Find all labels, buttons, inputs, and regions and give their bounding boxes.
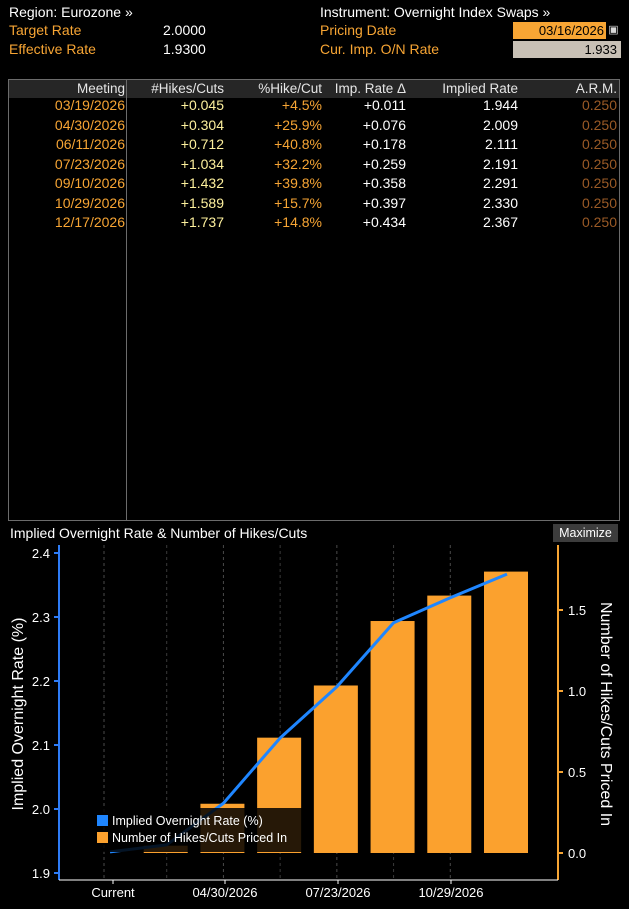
column-header-imp-rate-delta[interactable]: Imp. Rate Δ [334, 81, 406, 96]
calendar-icon[interactable]: ▣ [606, 22, 621, 39]
table-cell-imp-rate-delta: +0.434 [362, 214, 406, 230]
legend-swatch-implied-rate [97, 815, 108, 826]
table-cell-pct-hike-cut: +14.8% [274, 214, 322, 230]
target-rate-value: 2.0000 [163, 22, 206, 38]
table-cell-implied-rate: 1.944 [482, 97, 518, 113]
bar-hikes-cuts [313, 685, 358, 853]
table-cell-pct-hike-cut: +32.2% [274, 155, 322, 172]
right-tick-label: 0.0 [568, 846, 586, 861]
table-cell-implied-rate: 2.291 [482, 175, 518, 191]
left-tick-label: 2.4 [32, 546, 50, 561]
table-cell-arm: 0.250 [581, 194, 617, 211]
table-cell-pct-hike-cut: +40.8% [274, 136, 322, 152]
meeting-date-cell[interactable]: 12/17/2026 [54, 214, 125, 230]
table-cell-hikes-cuts: +1.737 [180, 214, 224, 230]
target-rate-label: Target Rate [9, 22, 82, 38]
x-tick-label: 04/30/2026 [192, 885, 257, 900]
x-tick-label: 10/29/2026 [418, 885, 483, 900]
table-cell-arm: 0.250 [581, 155, 617, 172]
left-tick-label: 2.0 [32, 802, 50, 817]
legend-swatch-hikes-cuts [97, 832, 108, 843]
meeting-date-cell[interactable]: 10/29/2026 [54, 194, 125, 211]
table-cell-imp-rate-delta: +0.358 [362, 175, 406, 191]
column-divider [126, 79, 127, 521]
maximize-button[interactable]: Maximize [553, 524, 618, 542]
column-header-implied-rate[interactable]: Implied Rate [442, 81, 518, 96]
left-tick-label: 2.3 [32, 610, 50, 625]
table-cell-pct-hike-cut: +4.5% [281, 97, 322, 113]
effective-rate-label: Effective Rate [9, 41, 96, 57]
table-cell-arm: 0.250 [581, 116, 617, 133]
table-cell-arm: 0.250 [581, 175, 617, 191]
bar-hikes-cuts [484, 571, 528, 853]
line-implied-rate [109, 572, 508, 854]
region-selector[interactable]: Region: Eurozone » [9, 4, 133, 20]
chart-title: Implied Overnight Rate & Number of Hikes… [10, 525, 308, 541]
cur-imp-rate-field[interactable]: 1.933 [513, 41, 621, 58]
meeting-date-cell[interactable]: 06/11/2026 [55, 136, 125, 152]
legend-box [88, 808, 308, 852]
table-cell-imp-rate-delta: +0.259 [362, 155, 406, 172]
table-cell-implied-rate: 2.330 [482, 194, 518, 211]
table-cell-implied-rate: 2.111 [485, 136, 518, 152]
instrument-selector[interactable]: Instrument: Overnight Index Swaps » [320, 4, 551, 20]
table-cell-hikes-cuts: +0.304 [180, 116, 224, 133]
left-tick-label: 2.2 [32, 674, 50, 689]
right-tick-label: 1.0 [568, 684, 586, 699]
column-header-hikes-cuts[interactable]: #Hikes/Cuts [151, 81, 224, 96]
meetings-table [8, 79, 620, 521]
table-cell-implied-rate: 2.191 [482, 155, 518, 172]
table-cell-arm: 0.250 [581, 214, 617, 230]
meeting-date-cell[interactable]: 07/23/2026 [54, 155, 125, 172]
cur-imp-rate-label: Cur. Imp. O/N Rate [320, 41, 440, 57]
pricing-date-label: Pricing Date [320, 22, 397, 38]
right-tick-label: 1.5 [568, 603, 586, 618]
x-tick-label: 07/23/2026 [305, 885, 370, 900]
table-cell-imp-rate-delta: +0.011 [363, 97, 406, 113]
table-cell-hikes-cuts: +1.589 [180, 194, 224, 211]
table-cell-arm: 0.250 [581, 136, 617, 152]
column-header-arm[interactable]: A.R.M. [575, 81, 617, 96]
legend-label-implied-rate: Implied Overnight Rate (%) [112, 814, 263, 828]
table-cell-imp-rate-delta: +0.076 [362, 116, 406, 133]
table-cell-arm: 0.250 [581, 97, 617, 113]
table-header-row [9, 80, 619, 98]
bar-hikes-cuts [200, 803, 245, 853]
x-tick-label: Current [91, 885, 135, 900]
meeting-date-cell[interactable]: 03/19/2026 [54, 97, 125, 113]
right-tick-label: 0.5 [568, 765, 586, 780]
bar-hikes-cuts [257, 737, 302, 853]
left-axis-title: Implied Overnight Rate (%) [10, 618, 27, 811]
table-cell-hikes-cuts: +0.045 [180, 97, 224, 113]
pricing-date-input[interactable]: 03/16/2026 [513, 22, 606, 39]
bar-hikes-cuts [370, 621, 415, 853]
table-cell-implied-rate: 2.367 [482, 214, 518, 230]
left-tick-label: 1.9 [32, 866, 50, 881]
table-cell-pct-hike-cut: +25.9% [274, 116, 322, 133]
meeting-date-cell[interactable]: 04/30/2026 [54, 116, 125, 133]
meeting-date-cell[interactable]: 09/10/2026 [54, 175, 125, 191]
column-header-meeting[interactable]: Meeting [76, 81, 125, 96]
table-cell-implied-rate: 2.009 [482, 116, 518, 133]
table-cell-hikes-cuts: +1.432 [180, 175, 224, 191]
right-axis-title: Number of Hikes/Cuts Priced In [597, 602, 614, 826]
column-header-pct-hike-cut[interactable]: %Hike/Cut [258, 81, 322, 96]
left-tick-label: 2.1 [32, 738, 50, 753]
table-cell-imp-rate-delta: +0.178 [362, 136, 406, 152]
table-cell-imp-rate-delta: +0.397 [362, 194, 406, 211]
legend-label-hikes-cuts: Number of Hikes/Cuts Priced In [112, 831, 287, 845]
table-cell-hikes-cuts: +0.712 [180, 136, 224, 152]
bar-hikes-cuts [427, 595, 472, 853]
effective-rate-value: 1.9300 [163, 41, 206, 57]
table-cell-pct-hike-cut: +39.8% [274, 175, 322, 191]
table-cell-hikes-cuts: +1.034 [180, 155, 224, 172]
table-cell-pct-hike-cut: +15.7% [274, 194, 322, 211]
bar-hikes-cuts [143, 845, 188, 853]
